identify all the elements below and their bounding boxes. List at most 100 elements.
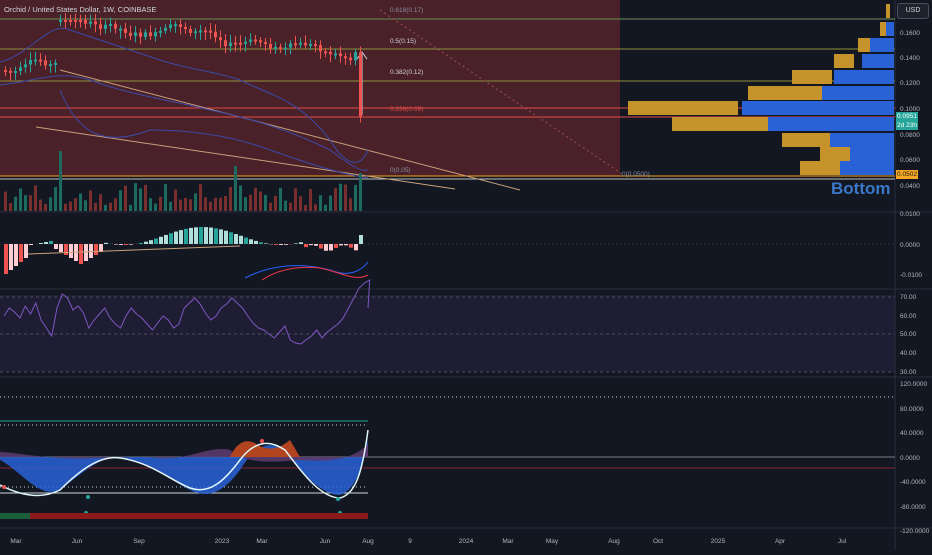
candle-body: [359, 52, 362, 117]
macd-bar: [49, 241, 53, 244]
volume-bar: [214, 198, 217, 211]
macd-tick: 0.0100: [900, 211, 920, 218]
candle-body: [134, 33, 137, 36]
vp-bar-buy: [834, 70, 894, 84]
candle-body: [244, 42, 247, 44]
time-tick: Aug: [608, 538, 620, 545]
volume-bar: [179, 200, 182, 211]
candle-body: [309, 44, 312, 46]
macd-bar: [149, 240, 153, 244]
volume-bar: [144, 185, 147, 211]
candle-body: [64, 20, 67, 22]
macd-bar: [264, 243, 268, 244]
macd-bar: [154, 239, 158, 244]
volume-bar: [334, 188, 337, 211]
candle-body: [29, 60, 32, 64]
volume-bar: [259, 191, 262, 211]
candle-body: [274, 47, 277, 49]
currency-button[interactable]: USD: [897, 3, 929, 19]
osc-tick: -40.0000: [900, 479, 926, 486]
volume-bar: [304, 205, 307, 211]
candle-body: [234, 43, 237, 45]
fib-label-05: 0.5(0.15): [390, 38, 416, 45]
volume-bar: [79, 194, 82, 211]
symbol-title[interactable]: Orchid / United States Dollar, 1W, COINB…: [4, 5, 157, 14]
fib-label-0236: 0.236(0.09): [390, 106, 423, 113]
rsi-tick: 60.00: [900, 313, 917, 320]
volume-bar: [289, 203, 292, 211]
candle-body: [314, 44, 317, 46]
volume-bar: [119, 190, 122, 211]
macd-bar: [159, 237, 163, 244]
candle-body: [319, 45, 322, 51]
volume-bar: [299, 196, 302, 211]
candle-body: [239, 43, 242, 45]
volume-bar: [224, 196, 227, 211]
volume-bar: [234, 166, 237, 211]
macd-bar: [359, 235, 363, 244]
rsi-tick: 40.00: [900, 350, 917, 357]
candle-body: [334, 53, 337, 55]
vp-bar-sell: [628, 101, 738, 115]
time-tick: 9: [408, 538, 412, 545]
candle-body: [214, 32, 217, 37]
macd-bar: [324, 244, 328, 251]
time-tick: 2025: [711, 538, 726, 545]
macd-bar: [114, 244, 118, 245]
candle-body: [109, 24, 112, 26]
candle-body: [99, 24, 102, 29]
candle-body: [44, 60, 47, 65]
candle-body: [189, 29, 192, 33]
macd-bar: [279, 244, 283, 245]
oscillator-axis[interactable]: 120.000080.000040.00000.0000-40.0000-80.…: [900, 381, 930, 535]
price-tick: 0.1600: [900, 30, 920, 37]
macd-bar: [9, 244, 13, 270]
macd-bar: [144, 242, 148, 244]
macd-tick: 0.0000: [900, 242, 920, 249]
candle-body: [24, 64, 27, 67]
candle-body: [219, 37, 222, 40]
volume-bar: [269, 203, 272, 211]
volume-bar: [294, 188, 297, 211]
rsi-tick: 30.00: [900, 369, 917, 376]
osc-dot: [86, 495, 90, 499]
time-tick: Jun: [320, 538, 331, 545]
volume-bar: [109, 203, 112, 211]
time-tick: Mar: [502, 538, 514, 545]
candle-body: [329, 52, 332, 54]
vp-bar-buy: [822, 86, 894, 100]
vp-bar-sell: [800, 161, 840, 175]
vp-bar-sell: [748, 86, 822, 100]
macd-bar: [354, 244, 358, 250]
volume-bar: [344, 185, 347, 211]
volume-bar: [19, 188, 22, 211]
macd-bar: [29, 244, 33, 245]
time-tick: Mar: [256, 538, 268, 545]
macd-bar: [274, 244, 278, 245]
time-tick: Jul: [838, 538, 847, 545]
macd-bar: [179, 230, 183, 244]
macd-bar: [84, 244, 88, 261]
volume-bar: [49, 197, 52, 211]
time-tick: Aug: [362, 538, 374, 545]
candle-body: [159, 31, 162, 33]
vp-bar-sell: [820, 147, 850, 161]
volume-bar: [34, 185, 37, 211]
price-axis[interactable]: 0.16000.14000.12000.10000.08000.06000.04…: [900, 30, 920, 190]
candle-body: [39, 60, 42, 62]
fib-label-0: 0(0.05): [390, 167, 411, 174]
bottom-annotation: Bottom: [831, 179, 890, 199]
candle-body: [114, 24, 117, 29]
volume-bar: [174, 189, 177, 211]
candle-body: [184, 27, 187, 29]
candle-body: [34, 60, 37, 62]
volume-bar: [169, 202, 172, 211]
volume-bar: [154, 204, 157, 211]
vp-bar-buy: [840, 161, 894, 175]
macd-bar: [199, 227, 203, 244]
candle-body: [84, 20, 87, 24]
